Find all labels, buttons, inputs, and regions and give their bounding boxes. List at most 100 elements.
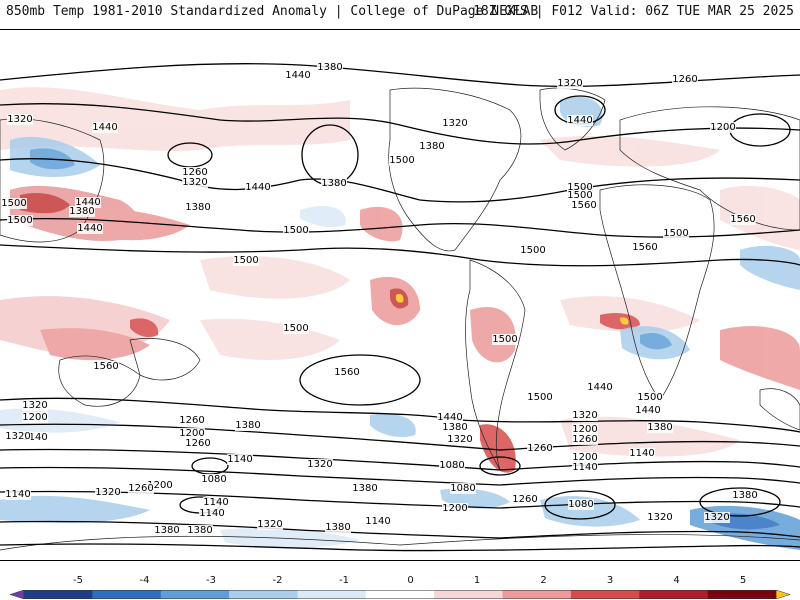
contour-label: 1140 (5, 489, 30, 500)
contour-label: 1140 (365, 516, 390, 527)
contour-label-bg (572, 452, 598, 463)
contour-label: 1380 (352, 483, 377, 494)
contour-label-bg (93, 361, 119, 372)
contour-label: 1500 (637, 392, 662, 403)
contour-label: 1560 (334, 367, 359, 378)
contour-label: 1380 (235, 420, 260, 431)
contour-label-bg (257, 519, 283, 530)
contour-label-bg (647, 422, 673, 433)
contour-label: 1320 (442, 118, 467, 129)
colorbar-tick-label: 1 (473, 575, 481, 586)
height-contours (0, 63, 800, 552)
colorbar-tick-label: -3 (206, 575, 216, 586)
contour-label: 1260 (182, 167, 207, 178)
contour-label: 1380 (154, 525, 179, 536)
contour-label-bg (632, 242, 658, 253)
contour-label-bg (334, 367, 360, 378)
colorbar-segment (707, 590, 777, 599)
contour-label-bg (75, 197, 101, 208)
contour-label: 1380 (442, 422, 467, 433)
colorbar-tick-label: 3 (606, 575, 614, 586)
contour-label: 1140 (199, 508, 224, 519)
contour-label: 1500 (1, 198, 26, 209)
contour-label-bg (92, 122, 118, 133)
contour-label: 1500 (567, 182, 592, 193)
contour-label-bg (567, 190, 593, 201)
contour-label: 1500 (233, 255, 258, 266)
colorbar-max-tip (775, 590, 790, 599)
contour-label-bg (704, 512, 730, 523)
contour-label: 1320 (5, 431, 30, 442)
contour-label: 1200 (179, 428, 204, 439)
contour-label: 1320 (22, 400, 47, 411)
contour-label-bg (69, 206, 95, 217)
contour-label-bg (321, 178, 347, 189)
contour-label-bg (95, 487, 121, 498)
contour-label-bg (179, 415, 205, 426)
contour-label-bg (199, 508, 225, 519)
contour-label-bg (128, 483, 154, 494)
contour-label: 1320 (307, 459, 332, 470)
contour-label-bg (527, 443, 553, 454)
contour-label: 1440 (587, 382, 612, 393)
colorbar-segment (570, 590, 640, 599)
contour-label-bg (235, 420, 261, 431)
contour-label-bg (710, 122, 736, 133)
contour-label-bg (285, 70, 311, 81)
colorbar-ramp (10, 590, 790, 599)
contour-label-bg (201, 474, 227, 485)
anomaly-map: 1380 1440 1320 1260 1320 1440 1440 1320 1380 1500… (0, 29, 800, 561)
contour-label: 1380 (69, 206, 94, 217)
contour-label: 1260 (128, 483, 153, 494)
contour-label: 1380 (419, 141, 444, 152)
contour-label-bg (389, 155, 415, 166)
contour-label: 1200 (710, 122, 735, 133)
contour-label: 1560 (632, 242, 657, 253)
contour-label: 1140 (22, 432, 47, 443)
contour-label-bg (568, 499, 594, 510)
contour-label-bg (672, 74, 698, 85)
contour-label-bg (450, 483, 476, 494)
contour-label-bg (587, 382, 613, 393)
contour-label-bg (730, 214, 756, 225)
contour-label: 1320 (447, 434, 472, 445)
contour-label: 1140 (629, 448, 654, 459)
contour-label-bg (22, 432, 48, 443)
contour-label-bg (233, 255, 259, 266)
colorbar-tick-label: -1 (339, 575, 349, 586)
contour-label-bg (7, 215, 33, 226)
contour-label-bg (325, 522, 351, 533)
contour-label: 1440 (77, 223, 102, 234)
contour-label: 1260 (572, 434, 597, 445)
colorbar-segment (24, 590, 93, 599)
contour-label: 1440 (567, 115, 592, 126)
contour-label: 1320 (257, 519, 282, 530)
contour-label-bg (442, 422, 468, 433)
contour-label-bg (637, 392, 663, 403)
contour-label: 1500 (283, 323, 308, 334)
contour-label-bg (22, 412, 48, 423)
contour-label: 1380 (321, 178, 346, 189)
contour-label-bg (154, 525, 180, 536)
contour-label-bg (5, 489, 31, 500)
colorbar-tick-label: 5 (739, 575, 747, 586)
contour-label: 1380 (185, 202, 210, 213)
contour-label-bg (283, 323, 309, 334)
contour-label-bg (77, 223, 103, 234)
contour-label: 1380 (325, 522, 350, 533)
contour-label: 1500 (492, 334, 517, 345)
colorbar-tick-label: -5 (73, 575, 83, 586)
colorbar: -5 -4 -3 -2 -1 0 1 2 3 4 5 (0, 565, 800, 600)
contour-label: 1440 (245, 182, 270, 193)
contour-label: 1320 (557, 78, 582, 89)
contour-label-bg (185, 438, 211, 449)
contour-label-bg (352, 483, 378, 494)
colorbar-segment (297, 590, 367, 599)
colorbar-tick-label: 0 (407, 575, 414, 586)
contour-label-bg (439, 460, 465, 471)
contour-label-bg (647, 512, 673, 523)
contour-label-bg (1, 198, 27, 209)
contour-label: 1500 (567, 190, 592, 201)
contour-label: 1380 (317, 62, 342, 73)
